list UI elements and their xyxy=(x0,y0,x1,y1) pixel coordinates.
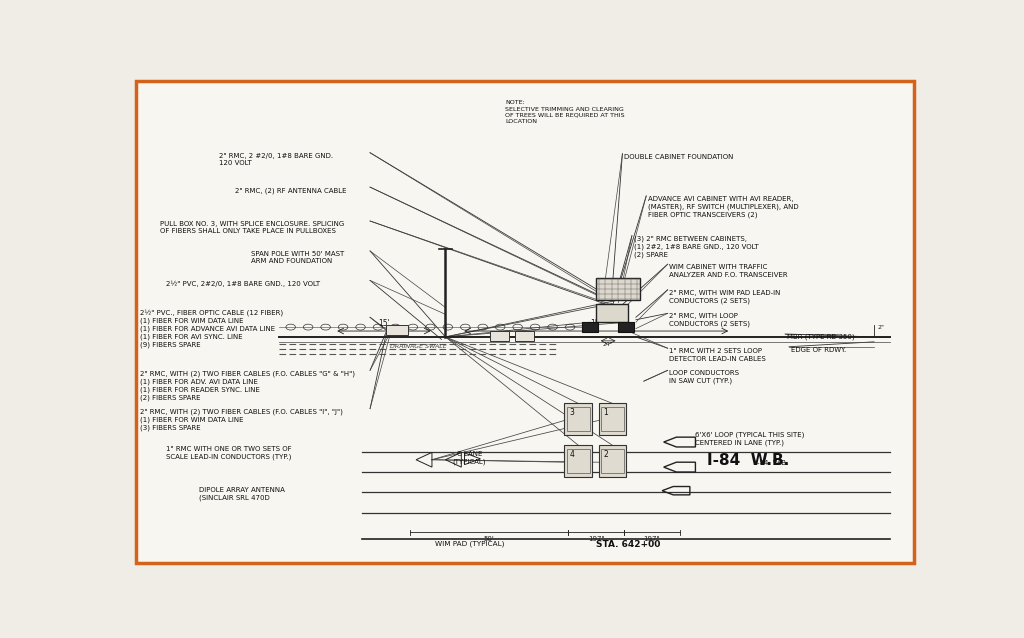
Text: EDGE OF RDWY.: EDGE OF RDWY. xyxy=(791,347,846,353)
Text: 24": 24" xyxy=(603,342,613,347)
Text: 2½" PVC., FIBER OPTIC CABLE (12 FIBER)
(1) FIBER FOR WIM DATA LINE
(1) FIBER FOR: 2½" PVC., FIBER OPTIC CABLE (12 FIBER) (… xyxy=(140,309,283,348)
Bar xyxy=(596,304,628,322)
Bar xyxy=(618,322,634,332)
Text: WIM CABINET WITH TRAFFIC
ANALYZER AND F.O. TRANSCEIVER: WIM CABINET WITH TRAFFIC ANALYZER AND F.… xyxy=(670,264,787,278)
Text: 3: 3 xyxy=(569,408,574,417)
Text: 2": 2" xyxy=(878,325,885,330)
Text: 2½" PVC, 2#2/0, 1#8 BARE GND., 120 VOLT: 2½" PVC, 2#2/0, 1#8 BARE GND., 120 VOLT xyxy=(166,281,321,286)
Bar xyxy=(564,403,592,435)
Text: ADVANCE AVI CABINET WITH AVI READER,
(MASTER), RF SWITCH (MULTIPLEXER), AND
FIBE: ADVANCE AVI CABINET WITH AVI READER, (MA… xyxy=(648,196,799,218)
Text: 15': 15' xyxy=(591,319,602,328)
Text: 1: 1 xyxy=(603,408,608,417)
Bar xyxy=(567,407,590,431)
Text: 50': 50' xyxy=(483,537,495,542)
Bar xyxy=(601,449,624,473)
Text: C LANE
(TYPICAL): C LANE (TYPICAL) xyxy=(453,452,486,465)
Bar xyxy=(596,278,640,300)
Bar xyxy=(515,331,535,341)
Text: DRAINAGE SWALE: DRAINAGE SWALE xyxy=(390,345,446,349)
Text: 4: 4 xyxy=(569,450,574,459)
Bar xyxy=(567,449,590,473)
Text: I-84  W.B.: I-84 W.B. xyxy=(708,453,790,468)
Text: 15': 15' xyxy=(378,319,390,328)
Text: 197": 197" xyxy=(588,537,604,542)
Bar xyxy=(564,445,592,477)
Bar xyxy=(386,325,409,335)
Text: 1" RMC WITH ONE OR TWO SETS OF
SCALE LEAD-IN CONDUCTORS (TYP.): 1" RMC WITH ONE OR TWO SETS OF SCALE LEA… xyxy=(166,446,292,460)
Text: 6'X6' LOOP (TYPICAL THIS SITE)
CENTERED IN LANE (TYP.): 6'X6' LOOP (TYPICAL THIS SITE) CENTERED … xyxy=(695,431,805,446)
Text: NOTE:
SELECTIVE TRIMMING AND CLEARING
OF TREES WILL BE REQUIRED AT THIS
LOCATION: NOTE: SELECTIVE TRIMMING AND CLEARING OF… xyxy=(505,100,625,124)
Text: 2" RMC, WITH (2) TWO FIBER CABLES (F.O. CABLES "G" & "H")
(1) FIBER FOR ADV. AVI: 2" RMC, WITH (2) TWO FIBER CABLES (F.O. … xyxy=(140,370,355,401)
Text: (3) 2" RMC BETWEEN CABINETS,
(1) 2#2, 1#8 BARE GND., 120 VOLT
(2) SPARE: (3) 2" RMC BETWEEN CABINETS, (1) 2#2, 1#… xyxy=(634,235,759,258)
Text: STA. 642+00: STA. 642+00 xyxy=(596,540,660,549)
Bar xyxy=(582,322,598,332)
Bar xyxy=(489,331,509,341)
Text: 1" RMC WITH 2 SETS LOOP
DETECTOR LEAD-IN CABLES: 1" RMC WITH 2 SETS LOOP DETECTOR LEAD-IN… xyxy=(670,348,766,362)
Text: 2" RMC, WITH LOOP
CONDUCTORS (2 SETS): 2" RMC, WITH LOOP CONDUCTORS (2 SETS) xyxy=(670,313,751,327)
Bar xyxy=(601,407,624,431)
Bar xyxy=(599,403,627,435)
Bar xyxy=(599,445,627,477)
Text: DOUBLE CABINET FOUNDATION: DOUBLE CABINET FOUNDATION xyxy=(624,154,733,160)
Text: 2" RMC, WITH (2) TWO FIBER CABLES (F.O. CABLES "I", "J")
(1) FIBER FOR WIM DATA : 2" RMC, WITH (2) TWO FIBER CABLES (F.O. … xyxy=(140,409,343,431)
Text: 197": 197" xyxy=(643,537,660,542)
Text: 2" RMC, 2 #2/0, 1#8 BARE GND.
120 VOLT: 2" RMC, 2 #2/0, 1#8 BARE GND. 120 VOLT xyxy=(219,152,334,167)
Text: PULL BOX NO. 3, WITH SPLICE ENCLOSURE. SPLICING
OF FIBERS SHALL ONLY TAKE PLACE : PULL BOX NO. 3, WITH SPLICE ENCLOSURE. S… xyxy=(160,221,344,235)
Text: 2" RMC, (2) RF ANTENNA CABLE: 2" RMC, (2) RF ANTENNA CABLE xyxy=(236,187,347,193)
Text: SPAN POLE WITH 50' MAST
ARM AND FOUNDATION: SPAN POLE WITH 50' MAST ARM AND FOUNDATI… xyxy=(251,251,344,265)
Text: 2" RMC, WITH WIM PAD LEAD-IN
CONDUCTORS (2 SETS): 2" RMC, WITH WIM PAD LEAD-IN CONDUCTORS … xyxy=(670,290,780,304)
Text: MBR (TYPE RB 350): MBR (TYPE RB 350) xyxy=(786,334,854,341)
Text: LOOP CONDUCTORS
IN SAW CUT (TYP.): LOOP CONDUCTORS IN SAW CUT (TYP.) xyxy=(670,370,739,384)
Text: 2: 2 xyxy=(603,450,608,459)
Text: I-84  W.B.: I-84 W.B. xyxy=(755,460,788,466)
Text: WIM PAD (TYPICAL): WIM PAD (TYPICAL) xyxy=(434,540,504,547)
Text: DIPOLE ARRAY ANTENNA
(SINCLAIR SRL 470D: DIPOLE ARRAY ANTENNA (SINCLAIR SRL 470D xyxy=(200,487,286,501)
